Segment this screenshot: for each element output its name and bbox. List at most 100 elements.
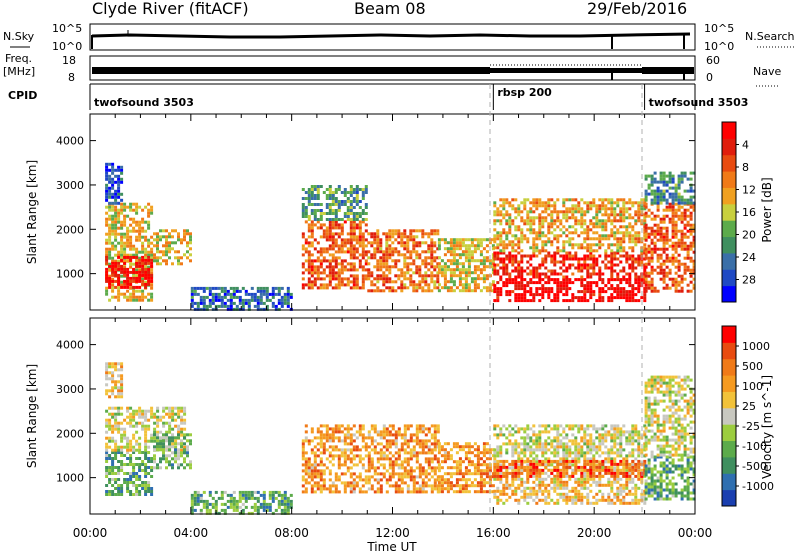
- velocity-cell: [465, 472, 468, 475]
- power-cell: [412, 247, 415, 250]
- power-cell: [645, 287, 648, 290]
- power-cell: [496, 234, 499, 237]
- power-cell: [230, 302, 233, 305]
- velocity-cell: [502, 487, 505, 490]
- power-cell: [654, 245, 657, 248]
- power-cell: [117, 209, 120, 212]
- power-cell: [477, 244, 480, 247]
- power-cell: [141, 248, 144, 251]
- power-cell: [147, 262, 150, 265]
- power-cell: [365, 191, 368, 194]
- power-cell: [438, 262, 441, 265]
- power-cell: [415, 244, 418, 247]
- power-cell: [376, 274, 379, 277]
- power-cell: [523, 222, 526, 225]
- power-cell: [493, 228, 496, 231]
- velocity-cell: [362, 490, 365, 493]
- velocity-cell: [269, 503, 272, 506]
- velocity-cell: [386, 433, 389, 436]
- power-cell: [690, 212, 693, 215]
- velocity-cell: [459, 472, 462, 475]
- power-cell: [117, 184, 120, 187]
- velocity-cell: [227, 506, 230, 509]
- power-cell: [619, 255, 622, 258]
- power-cell: [675, 281, 678, 284]
- velocity-cell: [368, 478, 371, 481]
- velocity-cell: [221, 494, 224, 497]
- velocity-cell: [174, 442, 177, 445]
- power-cell: [690, 199, 693, 202]
- power-cell: [568, 287, 571, 290]
- power-cell: [150, 269, 153, 272]
- power-cell: [628, 237, 631, 240]
- velocity-cell: [353, 487, 356, 490]
- power-cell: [625, 296, 628, 299]
- power-cell: [577, 243, 580, 246]
- power-cell: [114, 202, 117, 205]
- power-cell: [335, 250, 338, 253]
- power-cell: [385, 268, 388, 271]
- power-cell: [105, 242, 108, 245]
- power-cell: [631, 234, 634, 237]
- power-cell: [625, 228, 628, 231]
- power-cell: [486, 244, 489, 247]
- power-cell: [123, 296, 126, 299]
- power-cell: [592, 249, 595, 252]
- power-cell: [406, 268, 409, 271]
- power-cell: [433, 274, 436, 277]
- power-cell: [108, 206, 111, 209]
- velocity-cell: [389, 466, 392, 469]
- velocity-cell: [465, 469, 468, 472]
- velocity-cell: [404, 457, 407, 460]
- power-cell: [577, 278, 580, 281]
- power-cell: [129, 256, 132, 259]
- power-cell: [616, 273, 619, 276]
- velocity-cell: [150, 466, 153, 469]
- power-cell: [514, 249, 517, 252]
- power-cell: [123, 242, 126, 245]
- power-cell: [150, 209, 153, 212]
- power-cell: [529, 207, 532, 210]
- power-cell: [622, 255, 625, 258]
- power-cell: [459, 280, 462, 283]
- power-cell: [598, 222, 601, 225]
- velocity-cell: [502, 502, 505, 505]
- velocity-cell: [135, 478, 138, 481]
- velocity-cell: [147, 481, 150, 484]
- velocity-cell: [323, 451, 326, 454]
- power-cell: [314, 247, 317, 250]
- power-cell: [577, 210, 580, 213]
- power-cell: [132, 248, 135, 251]
- velocity-cell: [353, 472, 356, 475]
- power-cell: [459, 241, 462, 244]
- power-cell: [353, 286, 356, 289]
- power-cell: [666, 239, 669, 242]
- power-cell: [308, 194, 311, 197]
- power-cell: [660, 193, 663, 196]
- power-cell: [571, 281, 574, 284]
- power-colorbar-swatch: [722, 122, 736, 139]
- power-cell: [613, 201, 616, 204]
- power-cell: [532, 201, 535, 204]
- velocity-cell: [123, 428, 126, 431]
- power-cell: [535, 207, 538, 210]
- power-cell: [468, 253, 471, 256]
- power-cell: [311, 229, 314, 232]
- power-cell: [604, 284, 607, 287]
- velocity-cell: [422, 427, 425, 430]
- power-cell: [637, 258, 640, 261]
- velocity-cell: [308, 463, 311, 466]
- power-cell: [657, 230, 660, 233]
- power-cell: [583, 258, 586, 261]
- power-colorbar-tick-label: 8: [742, 161, 749, 174]
- power-cell: [613, 287, 616, 290]
- power-cell: [174, 241, 177, 244]
- power-cell: [613, 270, 616, 273]
- power-cell: [684, 245, 687, 248]
- velocity-cell: [168, 416, 171, 419]
- velocity-cell: [344, 436, 347, 439]
- power-cell: [672, 206, 675, 209]
- power-cell: [502, 207, 505, 210]
- power-cell: [526, 273, 529, 276]
- power-cell: [687, 202, 690, 205]
